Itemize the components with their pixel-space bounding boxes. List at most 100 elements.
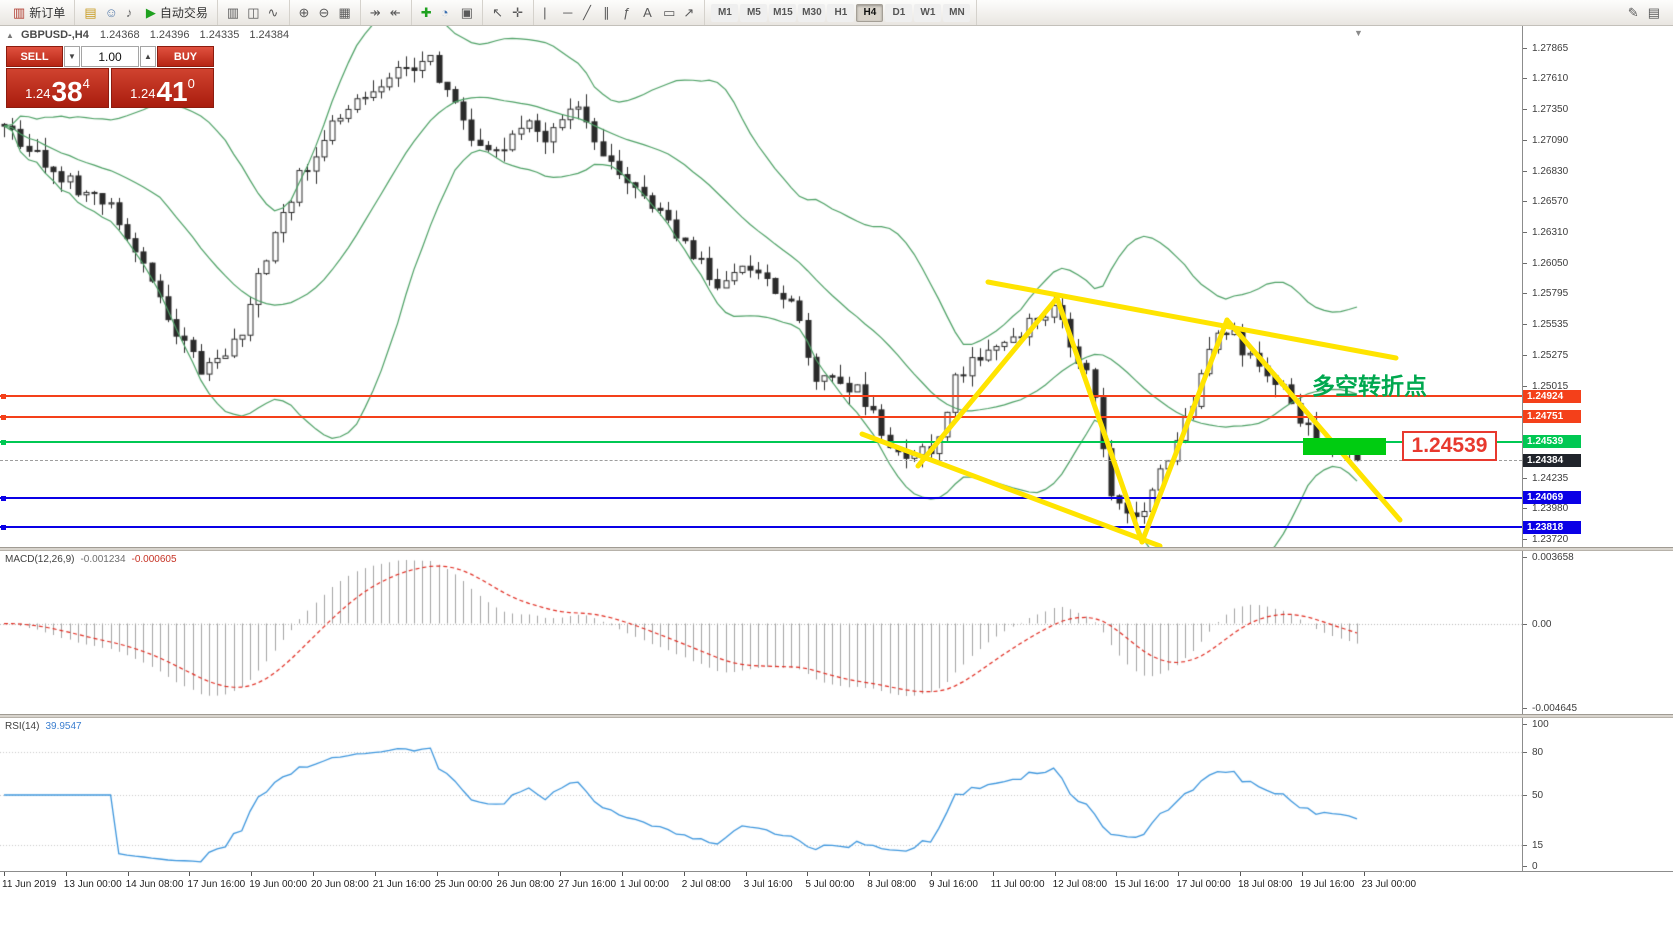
axis-tick xyxy=(1523,293,1527,295)
main-chart-panel[interactable]: 多空转折点 1.24539 ▼ ▲ GBPUSD-,H4 1.24368 1.2… xyxy=(0,26,1522,547)
time-tick xyxy=(251,872,253,876)
horizontal-level-line-1.24751[interactable] xyxy=(0,415,1522,418)
price-tag-1.23818: 1.23818 xyxy=(1523,520,1581,534)
quote-close: 1.24384 xyxy=(249,29,290,41)
horizontal-level-line-1.24069[interactable] xyxy=(0,496,1522,499)
axis-tick xyxy=(1523,557,1527,558)
timeframe-button-m15[interactable]: M15 xyxy=(769,3,797,22)
axis-tick xyxy=(1523,108,1527,110)
new-order-icon: ▥ xyxy=(13,5,26,20)
tile-windows-icon[interactable]: ▦ xyxy=(335,3,355,23)
buy-price-display[interactable]: 1.24 41 0 xyxy=(111,68,214,108)
timeframe-button-d1[interactable]: D1 xyxy=(885,3,913,22)
timeframe-button-mn[interactable]: MN xyxy=(943,3,971,22)
volume-dropdown-button[interactable]: ▼ xyxy=(64,46,80,67)
vertical-line-icon[interactable]: | xyxy=(539,3,559,23)
turning-point-annotation[interactable]: 多空转折点 xyxy=(1312,373,1427,399)
horizontal-level-line-1.23818[interactable] xyxy=(0,526,1522,529)
zoom-out-icon[interactable]: ⊖ xyxy=(315,3,335,23)
navigator-icon[interactable]: ☺ xyxy=(101,3,122,23)
timeframe-button-h1[interactable]: H1 xyxy=(827,3,855,22)
arrows-icon[interactable]: ↗ xyxy=(679,3,699,23)
sell-price-display[interactable]: 1.24 38 4 xyxy=(6,68,109,108)
chart-window-icon[interactable]: ▤ xyxy=(1644,3,1664,23)
indicators-icon[interactable]: ✚ xyxy=(417,3,437,23)
macd-label: MACD(12,26,9) -0.001234 -0.000605 xyxy=(5,554,177,565)
text-icon[interactable]: A xyxy=(639,3,659,23)
auto-trading-button[interactable]: ▶ 自动交易 xyxy=(142,3,212,23)
horizontal-line-icon[interactable]: ─ xyxy=(559,3,579,23)
pencil-icon[interactable]: ✎ xyxy=(1624,3,1644,23)
trendline-icon[interactable]: ╱ xyxy=(579,3,599,23)
time-label: 5 Jul 00:00 xyxy=(805,879,855,890)
axis-tick xyxy=(1523,538,1527,540)
channel-icon[interactable]: ∥ xyxy=(599,3,619,23)
periods-icon[interactable]: ◔ xyxy=(437,3,457,23)
axis-price-label: 1.26570 xyxy=(1532,196,1569,208)
axis-tick xyxy=(1523,385,1527,387)
chart-shift-icon[interactable]: ↞ xyxy=(386,3,406,23)
time-label: 23 Jul 00:00 xyxy=(1361,879,1417,890)
candlestick-canvas[interactable] xyxy=(0,26,1522,547)
candlestick-chart-icon[interactable]: ◫ xyxy=(243,3,263,23)
time-tick xyxy=(1054,872,1056,876)
line-handle[interactable] xyxy=(1,495,6,501)
label-icon[interactable]: ▭ xyxy=(659,3,679,23)
axis-tick xyxy=(1523,866,1527,867)
rsi-label: RSI(14) 39.9547 xyxy=(5,721,82,732)
axis-tick xyxy=(1523,708,1527,709)
line-handle[interactable] xyxy=(1,439,6,445)
line-chart-icon: ∿ xyxy=(267,5,279,20)
timeframe-button-m30[interactable]: M30 xyxy=(798,3,826,22)
axis-tick xyxy=(1523,323,1527,325)
text-icon: A xyxy=(643,5,652,20)
axis-price-label: 1.23980 xyxy=(1532,503,1569,515)
rsi-axis-label: 15 xyxy=(1532,839,1544,851)
time-tick xyxy=(745,872,747,876)
line-handle[interactable] xyxy=(1,525,6,531)
quote-high: 1.24396 xyxy=(149,29,190,41)
time-tick xyxy=(683,872,685,876)
crosshair-icon[interactable]: ✛ xyxy=(508,3,528,23)
periods-icon: ◔ xyxy=(440,5,449,20)
axis-tick xyxy=(1523,795,1527,796)
volume-input[interactable] xyxy=(81,46,139,67)
line-handle[interactable] xyxy=(1,414,6,420)
cursor-icon[interactable]: ↖ xyxy=(488,3,508,23)
buy-button[interactable]: BUY xyxy=(157,46,214,67)
axis-tick xyxy=(1523,232,1527,234)
timeframe-button-m5[interactable]: M5 xyxy=(740,3,768,22)
price-callout-label[interactable]: 1.24539 xyxy=(1402,431,1497,461)
highlight-rectangle[interactable] xyxy=(1303,438,1386,455)
time-tick xyxy=(992,872,994,876)
timeframe-button-w1[interactable]: W1 xyxy=(914,3,942,22)
templates-icon[interactable]: ▣ xyxy=(457,3,477,23)
sell-button[interactable]: SELL xyxy=(6,46,63,67)
volume-up-button[interactable]: ▲ xyxy=(140,46,156,67)
new-order-button[interactable]: ▥ 新订单 xyxy=(9,3,69,23)
horizontal-level-line-1.24539[interactable] xyxy=(0,440,1522,443)
sound-icon[interactable]: ♪ xyxy=(122,3,142,23)
zoom-in-icon[interactable]: ⊕ xyxy=(295,3,315,23)
time-axis[interactable]: 11 Jun 2019 13 Jun 00:00 14 Jun 08:00 17 Ju… xyxy=(0,871,1673,951)
axis-tick xyxy=(1523,354,1527,356)
horizontal-level-line-1.24924[interactable] xyxy=(0,395,1522,398)
line-handle[interactable] xyxy=(1,394,6,400)
zoom-in-icon: ⊕ xyxy=(298,5,310,20)
macd-canvas xyxy=(0,551,1522,714)
line-chart-icon[interactable]: ∿ xyxy=(264,3,284,23)
market-watch-icon[interactable]: ▤ xyxy=(80,3,100,23)
bar-chart-icon[interactable]: ▥ xyxy=(223,3,243,23)
collapse-icon[interactable]: ▲ xyxy=(6,31,14,40)
timeframe-button-h4[interactable]: H4 xyxy=(856,3,884,22)
panel-separator[interactable] xyxy=(0,714,1673,718)
fibonacci-icon[interactable]: ƒ xyxy=(619,3,639,23)
time-tick xyxy=(127,872,129,876)
price-axis[interactable]: 1.27865 1.27610 1.27350 1.27090 1.26830 1.265… xyxy=(1522,26,1673,872)
axis-tick xyxy=(1523,201,1527,203)
templates-icon: ▣ xyxy=(460,5,474,20)
timeframe-button-m1[interactable]: M1 xyxy=(711,3,739,22)
panel-separator[interactable] xyxy=(0,547,1673,551)
auto-scroll-icon[interactable]: ↠ xyxy=(366,3,386,23)
zoom-out-icon: ⊖ xyxy=(318,5,330,20)
